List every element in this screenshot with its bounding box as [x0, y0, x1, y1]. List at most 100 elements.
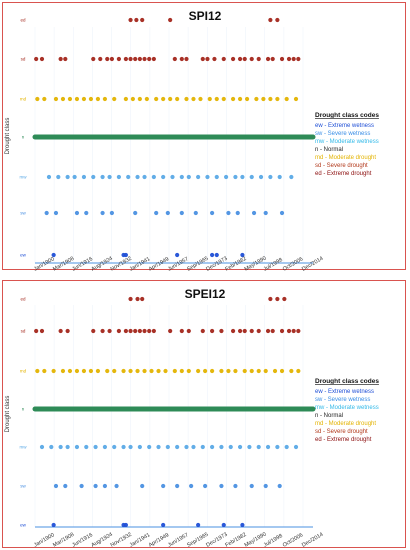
x-tick-label: Dec/2014 — [301, 532, 324, 549]
point-md — [284, 96, 289, 102]
point-md — [196, 368, 201, 374]
legend-item-md: md - Moderate drought — [315, 421, 376, 427]
y-tick-label-ew: ew — [20, 253, 27, 258]
point-ed — [134, 17, 139, 23]
point-sd — [219, 328, 224, 334]
point-sd — [128, 328, 133, 334]
y-tick-label-md: md — [20, 97, 27, 102]
point-ew — [123, 252, 128, 258]
point-md — [175, 96, 180, 102]
y-tick-label-mw: mw — [20, 445, 28, 450]
legend-item-ed: ed - Extreme drought — [315, 437, 372, 443]
point-mw — [240, 174, 245, 180]
point-mw — [93, 444, 98, 450]
point-sd — [279, 56, 285, 62]
point-md — [95, 96, 101, 102]
point-mw — [219, 444, 224, 450]
point-mw — [156, 444, 161, 450]
point-sd — [91, 328, 96, 334]
point-sd — [116, 328, 121, 334]
point-md — [242, 368, 247, 374]
point-mw — [196, 174, 201, 180]
spi12-chart: SPI12 Drought class Drought class codes … — [5, 9, 379, 271]
point-sw — [154, 210, 159, 216]
y-tick-label-ew: ew — [20, 523, 27, 528]
point-md — [191, 96, 196, 102]
legend-item-ew: ew - Extreme wetness — [315, 123, 374, 129]
point-sd — [200, 328, 205, 334]
point-sd — [184, 56, 189, 62]
point-sw — [277, 483, 282, 489]
point-md — [237, 96, 243, 102]
point-mw — [72, 174, 77, 180]
point-ed — [275, 17, 280, 23]
point-sd — [230, 56, 236, 62]
point-md — [74, 96, 80, 102]
point-sw — [226, 210, 231, 216]
point-mw — [228, 444, 233, 450]
point-mw — [39, 444, 45, 450]
point-ed — [168, 17, 173, 23]
point-mw — [46, 174, 52, 180]
point-sd — [151, 328, 156, 334]
legend-item-ed: ed - Extreme drought — [315, 171, 372, 177]
point-sd — [291, 56, 296, 62]
point-md — [214, 96, 219, 102]
point-md — [74, 368, 80, 374]
point-md — [275, 96, 280, 102]
point-sd — [265, 328, 271, 334]
point-md — [137, 96, 142, 102]
point-sw — [133, 210, 138, 216]
point-sw — [74, 210, 80, 216]
x-tick-label: Apr/1949 — [148, 532, 170, 548]
point-md — [268, 96, 273, 102]
point-sd — [286, 56, 292, 62]
point-mw — [128, 444, 133, 450]
point-sw — [263, 210, 268, 216]
point-md — [123, 96, 128, 102]
point-ew — [175, 252, 180, 258]
point-sd — [39, 56, 45, 62]
point-md — [112, 96, 117, 102]
point-sw — [235, 210, 240, 216]
point-sd — [147, 56, 152, 62]
point-mw — [142, 174, 147, 180]
legend-title: Drought class codes — [315, 378, 379, 385]
point-mw — [165, 444, 170, 450]
point-sw — [161, 483, 166, 489]
point-sw — [102, 483, 108, 489]
point-mw — [91, 174, 96, 180]
point-ew — [51, 252, 56, 258]
chart-title: SPI12 — [189, 9, 222, 23]
point-sd — [279, 328, 285, 334]
y-tick-label-ed: ed — [20, 297, 26, 302]
point-mw — [100, 174, 105, 180]
point-md — [293, 96, 299, 102]
point-sd — [168, 328, 173, 334]
point-sd — [142, 328, 147, 334]
point-mw — [170, 174, 175, 180]
point-mw — [65, 444, 70, 450]
point-md — [53, 96, 59, 102]
point-sd — [107, 328, 112, 334]
point-sd — [286, 328, 292, 334]
point-ew — [210, 252, 215, 258]
point-ew — [240, 522, 245, 528]
legend-item-n: n - Normal — [315, 413, 343, 419]
point-md — [210, 368, 215, 374]
point-md — [161, 96, 166, 102]
point-ew — [123, 522, 128, 528]
point-md — [130, 96, 135, 102]
legend-item-sw: sw - Severe wetness — [315, 131, 370, 137]
point-md — [81, 96, 87, 102]
point-mw — [293, 444, 299, 450]
point-sd — [291, 328, 296, 334]
point-mw — [249, 174, 254, 180]
legend: Drought class codes ew - Extreme wetness… — [315, 112, 379, 177]
point-ew — [161, 522, 166, 528]
point-mw — [112, 444, 117, 450]
point-md — [289, 368, 294, 374]
point-md — [88, 368, 94, 374]
point-md — [172, 368, 177, 374]
y-tick-label-sw: sw — [20, 484, 26, 489]
